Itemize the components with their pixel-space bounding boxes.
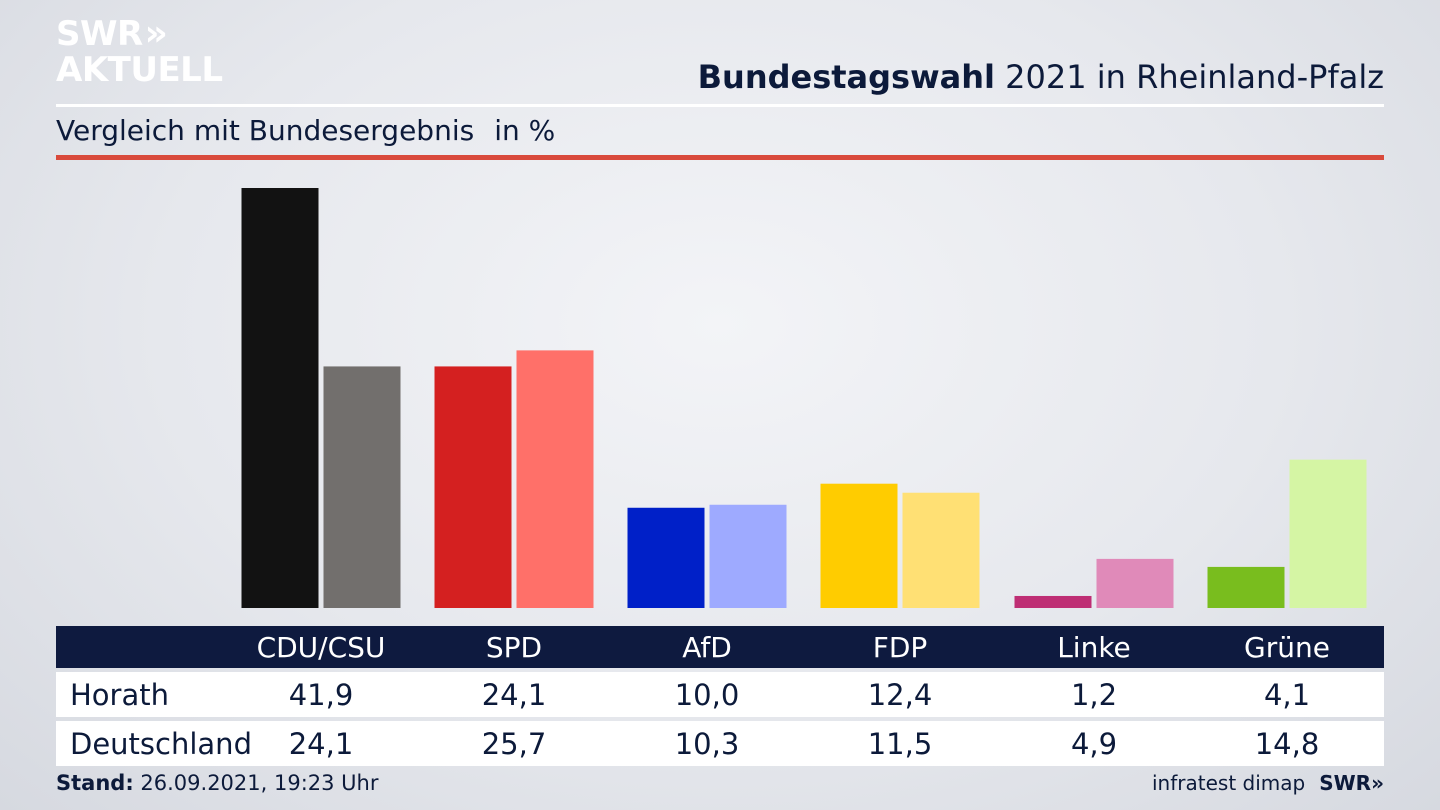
title-rest: 2021 in Rheinland-Pfalz <box>995 58 1384 96</box>
bar-afd-deutschland <box>709 504 787 608</box>
timestamp: Stand: 26.09.2021, 19:23 Uhr <box>56 771 379 795</box>
results-table: CDU/CSU SPD AfD FDP Linke Grüne Horath 41,9 24,… <box>56 626 1384 766</box>
stand-label: Stand: <box>56 771 134 795</box>
table-cell: 25,7 <box>481 726 547 761</box>
column-header: Grüne <box>1244 630 1330 664</box>
title-bold: Bundestagswahl <box>697 58 995 96</box>
column-header: FDP <box>872 630 928 664</box>
bar-grüne-horath <box>1207 566 1285 608</box>
header-divider <box>56 104 1384 107</box>
bar-linke-deutschland <box>1096 558 1174 608</box>
bar-grüne-deutschland <box>1289 459 1367 608</box>
table-cell: 4,9 <box>1070 726 1118 761</box>
table-cell: 10,0 <box>674 677 740 712</box>
table-header-row: CDU/CSU SPD AfD FDP Linke Grüne <box>56 626 1384 668</box>
subtitle-text: Vergleich mit Bundesergebnis <box>56 114 475 147</box>
logo-swr-text: SWR <box>56 14 143 54</box>
table-cell: 14,8 <box>1254 726 1320 761</box>
table-cell: 41,9 <box>288 677 354 712</box>
table-cell: 12,4 <box>867 677 933 712</box>
column-header: AfD <box>682 630 732 664</box>
source-label: infratest dimap <box>1152 771 1306 795</box>
table-cell: 11,5 <box>867 726 933 761</box>
column-header: CDU/CSU <box>256 630 386 664</box>
bar-spd-horath <box>434 366 512 608</box>
table-cell: 1,2 <box>1070 677 1118 712</box>
bar-cdu-csu-horath <box>241 188 319 608</box>
bar-fdp-deutschland <box>902 492 980 608</box>
source-credit: infratest dimap SWR» <box>1152 771 1384 795</box>
bar-fdp-horath <box>820 483 898 608</box>
row-label: Deutschland <box>70 726 252 761</box>
column-header: SPD <box>485 630 543 664</box>
swr-footer-logo: SWR» <box>1319 771 1384 795</box>
swr-aktuell-logo: SWR » AKTUELL <box>56 14 223 90</box>
row-label: Horath <box>70 677 169 712</box>
column-header: Linke <box>1057 630 1131 664</box>
table-cell: 24,1 <box>288 726 354 761</box>
bar-chart <box>241 188 1367 608</box>
logo-aktuell-text: AKTUELL <box>56 50 223 90</box>
bar-afd-horath <box>627 507 705 608</box>
subtitle-divider <box>56 155 1384 160</box>
table-cell: 4,1 <box>1263 677 1311 712</box>
bar-cdu-csu-deutschland <box>323 366 401 608</box>
stand-value: 26.09.2021, 19:23 Uhr <box>133 771 379 795</box>
bar-spd-deutschland <box>516 350 594 608</box>
table-row-horath: Horath 41,9 24,1 10,0 12,4 1,2 4,1 <box>56 672 1384 717</box>
table-cell: 10,3 <box>674 726 740 761</box>
unit-label: in % <box>494 114 556 147</box>
bar-linke-horath <box>1014 595 1092 608</box>
chart-subtitle: Vergleich mit Bundesergebnis in % <box>56 114 555 147</box>
table-cell: 24,1 <box>481 677 547 712</box>
table-row-deutschland: Deutschland 24,1 25,7 10,3 11,5 4,9 14,8 <box>56 721 1384 766</box>
page-title: Bundestagswahl 2021 in Rheinland-Pfalz <box>698 58 1384 96</box>
